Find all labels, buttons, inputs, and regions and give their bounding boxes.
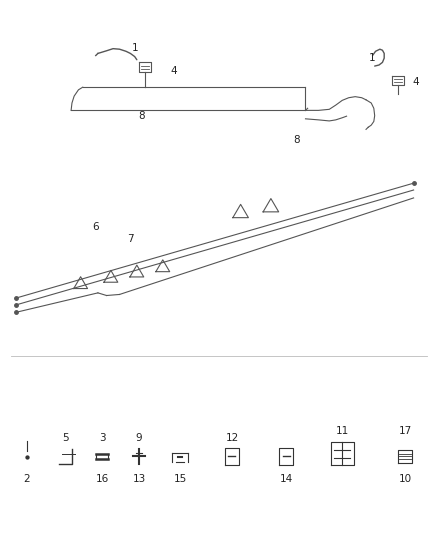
Text: 5: 5	[62, 433, 69, 443]
Text: 2: 2	[23, 473, 30, 483]
Text: 13: 13	[132, 473, 145, 483]
Text: 14: 14	[279, 473, 293, 483]
Text: 11: 11	[336, 426, 349, 436]
Text: 9: 9	[136, 433, 142, 443]
Text: 12: 12	[225, 433, 239, 443]
Text: 10: 10	[399, 473, 412, 483]
Text: 16: 16	[95, 473, 109, 483]
Text: 15: 15	[173, 473, 187, 483]
Text: 17: 17	[398, 426, 412, 436]
Text: 1: 1	[369, 53, 376, 63]
Text: 3: 3	[99, 433, 106, 443]
Text: 4: 4	[170, 66, 177, 76]
Text: 4: 4	[413, 77, 419, 87]
Text: 1: 1	[131, 43, 138, 53]
Text: 8: 8	[293, 135, 300, 145]
Text: 6: 6	[92, 222, 99, 232]
Text: 7: 7	[127, 233, 134, 244]
Text: 8: 8	[138, 111, 145, 121]
